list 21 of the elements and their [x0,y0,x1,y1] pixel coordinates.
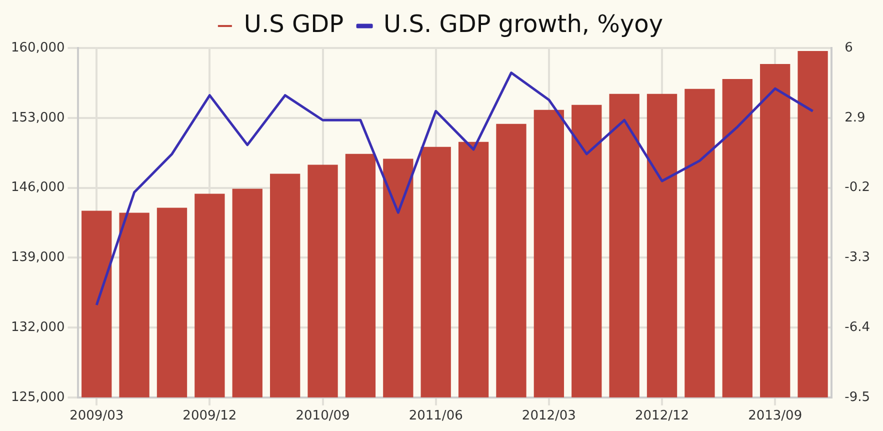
y-tick-label: 125,000 [10,390,65,405]
y-tick-label: 146,000 [10,180,65,196]
x-tick-label: 2009/12 [182,408,237,424]
x-tick-label: 2012/12 [635,408,690,424]
y2-tick-label: -3.3 [844,250,870,266]
x-tick-label: 2010/09 [296,408,350,424]
y2-tick-label: 2.9 [844,110,866,126]
legend-label: U.S. GDP growth, %yoy [384,10,664,38]
y2-tick-label: 6 [844,40,853,56]
y2-tick-label: -9.5 [844,390,870,405]
x-tick-label: 2013/09 [748,408,802,424]
x-tick-label: 2009/03 [70,408,124,424]
y-tick-label: 139,000 [10,250,65,266]
y2-tick-label: -0.2 [844,180,870,196]
x-tick-label: 2011/06 [408,408,463,424]
y-tick-label: 160,000 [10,40,65,56]
y-tick-label: 153,000 [10,110,65,126]
y2-tick-label: -6.4 [844,320,870,335]
y-tick-label: 132,000 [10,320,65,335]
legend-label: U.S GDP [244,10,344,38]
x-tick-label: 2012/03 [522,408,576,424]
